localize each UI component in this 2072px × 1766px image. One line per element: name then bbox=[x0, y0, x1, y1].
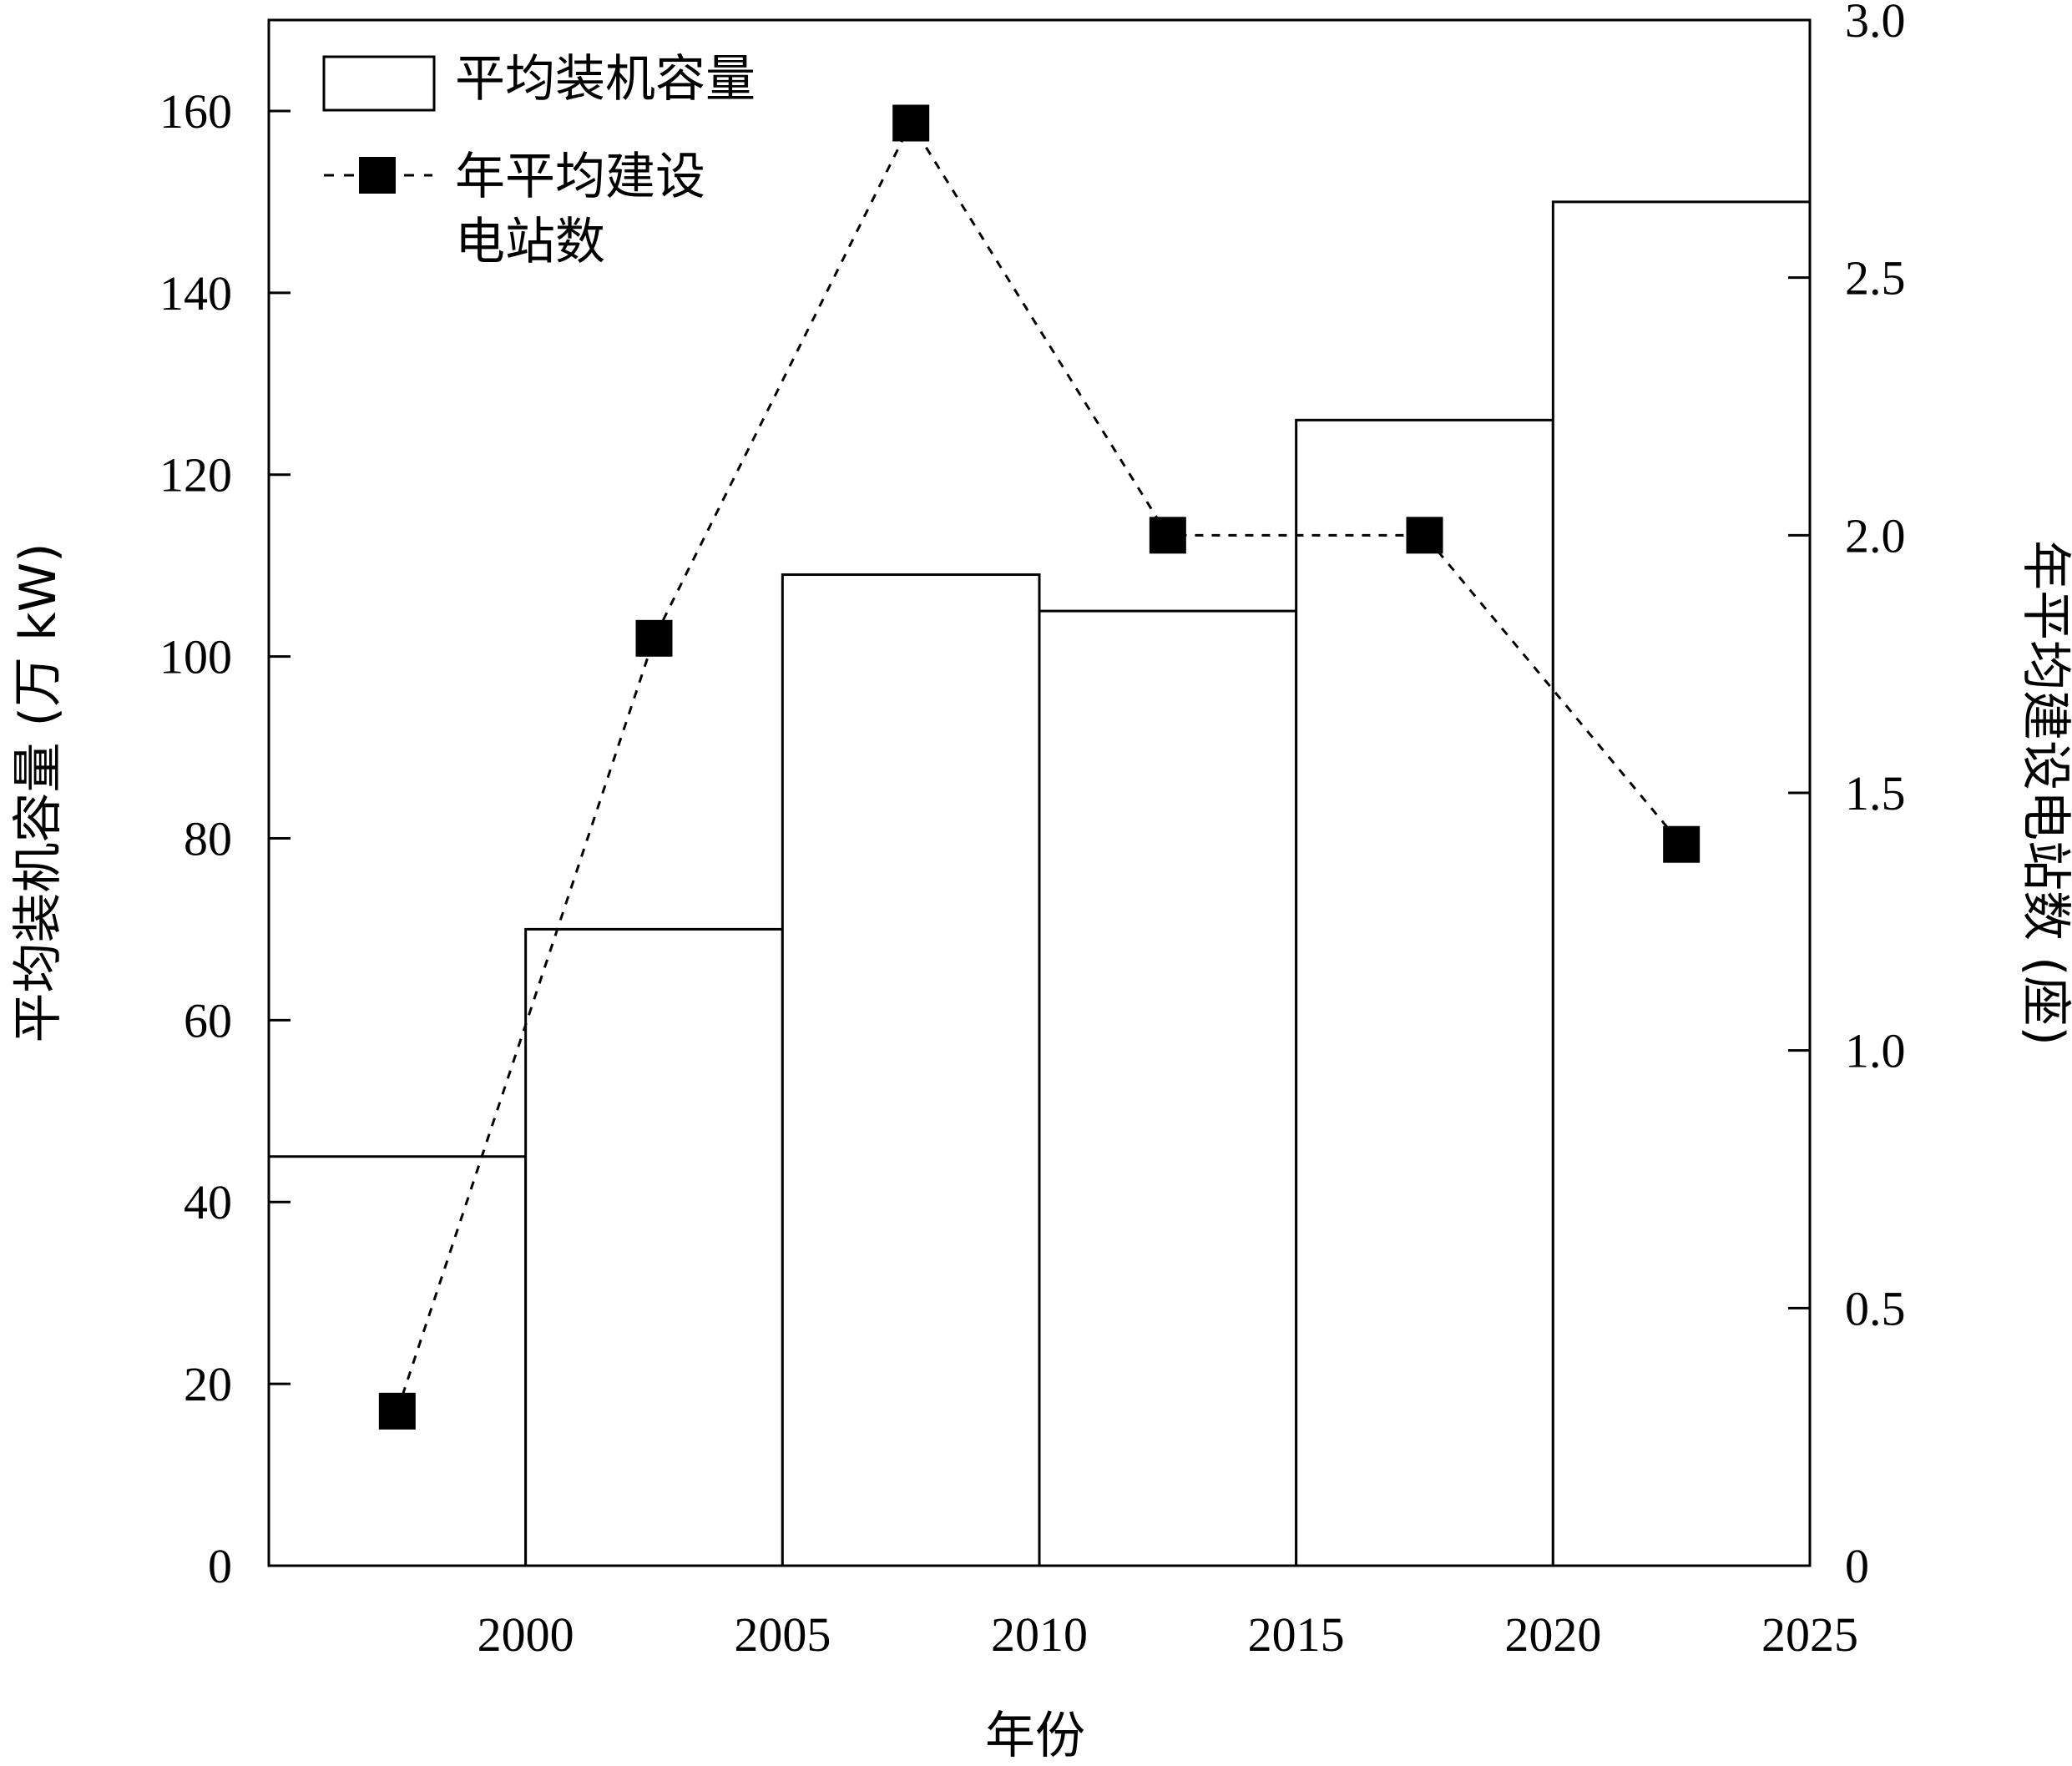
x-axis-label: 年份 bbox=[985, 1707, 1085, 1765]
line-point-3 bbox=[1149, 517, 1186, 554]
legend-bar-label: 平均装机容量 bbox=[455, 50, 756, 108]
left-tick-label-6: 120 bbox=[159, 448, 232, 502]
bars-layer bbox=[267, 200, 1812, 1567]
left-tick-label-4: 80 bbox=[184, 811, 232, 865]
bar-4 bbox=[1295, 418, 1554, 1567]
right-axis-ticks: 0 0.5 1.0 1.5 2.0 2.5 3.0 bbox=[1788, 0, 1906, 1593]
line-series-layer bbox=[378, 104, 1701, 1430]
line-point-5 bbox=[1663, 825, 1701, 863]
right-tick-label-6: 3.0 bbox=[1845, 0, 1906, 48]
legend-line-label-1: 年平均建设 bbox=[455, 148, 705, 206]
left-tick-label-1: 20 bbox=[184, 1357, 232, 1411]
right-tick-label-1: 0.5 bbox=[1845, 1281, 1906, 1335]
left-tick-label-7: 140 bbox=[159, 266, 232, 320]
legend-bar-swatch bbox=[322, 55, 436, 112]
x-tick-label-2: 2010 bbox=[991, 1607, 1088, 1662]
line-point-4 bbox=[1406, 517, 1443, 554]
bar-0 bbox=[267, 1155, 528, 1567]
right-tick-label-0: 0 bbox=[1845, 1539, 1869, 1593]
bar-3 bbox=[1038, 609, 1298, 1567]
bar-1 bbox=[524, 927, 784, 1567]
right-tick-label-2: 1.0 bbox=[1845, 1024, 1906, 1078]
left-tick-label-3: 60 bbox=[184, 993, 232, 1047]
x-tick-label-1: 2005 bbox=[734, 1607, 831, 1662]
x-axis-ticks: 2000 2005 2010 2015 2020 2025 bbox=[478, 1607, 1858, 1662]
right-tick-label-3: 1.5 bbox=[1845, 766, 1906, 820]
x-tick-label-5: 2025 bbox=[1761, 1607, 1858, 1662]
right-axis-label: 年平均建设电站数 (座) bbox=[2016, 540, 2072, 1046]
left-tick-label-8: 160 bbox=[159, 84, 232, 139]
legend: 平均装机容量 年平均建设 电站数 bbox=[322, 50, 756, 271]
right-tick-label-4: 2.0 bbox=[1845, 508, 1906, 563]
legend-line-label-2: 电站数 bbox=[455, 213, 605, 271]
left-tick-label-0: 0 bbox=[208, 1539, 232, 1593]
right-tick-label-5: 2.5 bbox=[1845, 251, 1906, 305]
x-tick-label-4: 2020 bbox=[1504, 1607, 1601, 1662]
left-axis-ticks: 0 20 40 60 80 100 120 140 160 bbox=[159, 84, 291, 1593]
line-point-2 bbox=[892, 104, 930, 142]
x-tick-label-0: 2000 bbox=[478, 1607, 574, 1662]
left-axis-label: 平均装机容量 (万 kW) bbox=[9, 542, 68, 1042]
left-tick-label-2: 40 bbox=[184, 1175, 232, 1229]
x-tick-label-3: 2015 bbox=[1248, 1607, 1345, 1662]
line-point-1 bbox=[635, 619, 673, 657]
legend-square-marker bbox=[359, 157, 396, 194]
left-tick-label-5: 100 bbox=[159, 630, 232, 684]
bar-2 bbox=[781, 573, 1041, 1567]
bar-5 bbox=[1551, 200, 1812, 1567]
line-point-0 bbox=[378, 1392, 416, 1430]
